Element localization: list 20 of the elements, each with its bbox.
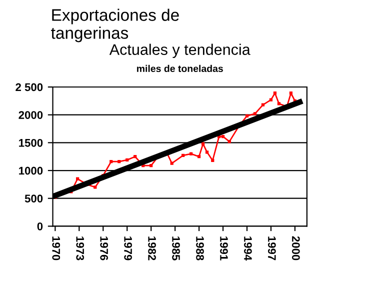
x-tick-label: 1985	[172, 236, 180, 260]
x-tick-label: 1997	[268, 236, 276, 260]
x-tick-label: 1994	[244, 236, 252, 261]
x-tick-label: 1976	[100, 236, 108, 260]
chart-title: Exportaciones de tangerinas	[51, 8, 179, 42]
x-tick-label: 1991	[220, 236, 228, 260]
y-axis-title: miles de toneladas	[137, 64, 223, 72]
y-tick-label: 2 500	[16, 83, 43, 92]
y-tick-label: 500	[24, 194, 43, 202]
y-tick-label: 1000	[19, 166, 43, 175]
x-tick-label: 2000	[292, 236, 300, 260]
x-tick-label: 1970	[52, 236, 60, 260]
y-tick-label: 0	[37, 222, 43, 230]
x-tick-label: 1973	[76, 236, 84, 260]
y-tick-label: 1500	[19, 138, 43, 147]
x-tick-label: 1979	[124, 236, 132, 260]
x-tick-label: 1982	[148, 236, 156, 260]
chart-subtitle: Actuales y tendencia	[109, 44, 250, 58]
y-tick-label: 2000	[18, 111, 43, 119]
x-tick-label: 1988	[196, 236, 204, 260]
